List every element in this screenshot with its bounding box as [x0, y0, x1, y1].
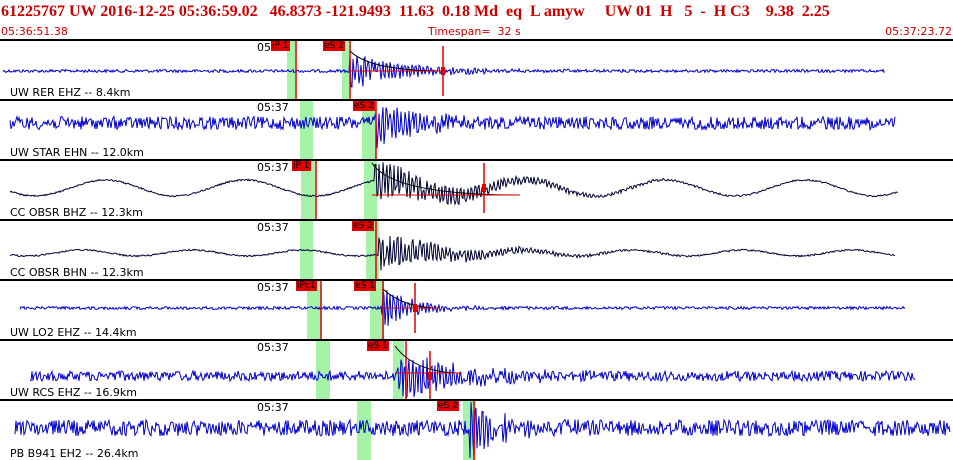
phase-window	[362, 101, 376, 159]
trace-line	[19, 289, 906, 326]
waveform-panel-rcs[interactable]: 05:37 UW RCS EHZ -- 16.9km eS 1	[0, 341, 953, 401]
seismogram	[29, 341, 916, 399]
seismogram	[9, 161, 899, 219]
phase-window	[300, 101, 313, 159]
phase-pick-flag[interactable]: iPc1	[296, 281, 317, 291]
header-divider	[0, 39, 953, 41]
trace-line	[9, 162, 899, 206]
waveform-panel-obsr-bhz[interactable]: 05:37 CC OBSR BHZ -- 12.3km iP 1	[0, 161, 953, 221]
event-summary: 61225767 UW 2016-12-25 05:36:59.02 46.83…	[1, 3, 830, 20]
channel-label: PB B941 EH2 -- 26.4km	[10, 447, 139, 460]
seismogram	[9, 221, 896, 279]
phase-window	[287, 41, 295, 99]
start-time: 05:36:51.38	[1, 25, 68, 38]
waveform-panel-obsr-bhn[interactable]: 05:37 CC OBSR BHN -- 12.3km eS 2	[0, 221, 953, 281]
time-tick-label: 05:37	[257, 341, 289, 354]
trace-line	[14, 401, 951, 459]
trace-line	[29, 357, 916, 399]
time-tick-label: 05:37	[257, 101, 289, 114]
channel-label: UW RER EHZ -- 8.4km	[10, 86, 131, 99]
phase-window	[364, 161, 377, 219]
waveform-panel-b941[interactable]: 05:37 PB B941 EH2 -- 26.4km eS 2	[0, 401, 953, 460]
channel-label: CC OBSR BHN -- 12.3km	[10, 266, 144, 279]
phase-pick-flag[interactable]: iP 1	[271, 41, 290, 51]
seismogram	[14, 401, 951, 460]
coda-end-marker-box	[482, 184, 486, 192]
time-tick-label: 05:37	[257, 401, 289, 414]
event-header: 61225767 UW 2016-12-25 05:36:59.02 46.83…	[0, 0, 953, 41]
end-time: 05:37:23.72	[885, 25, 952, 38]
phase-pick-flag[interactable]: eS 1	[354, 281, 376, 291]
waveform-panel-rer[interactable]: 05:37 UW RER EHZ -- 8.4km iP 1 eS 2	[0, 41, 953, 101]
phase-pick-flag[interactable]: iP 1	[292, 161, 311, 171]
waveform-panel-star[interactable]: 05:37 UW STAR EHN -- 12.0km eS 2	[0, 101, 953, 161]
phase-window	[307, 281, 321, 339]
phase-pick-flag[interactable]: eS 2	[323, 41, 345, 51]
time-tick-label: 05:37	[257, 161, 289, 174]
seismogram	[19, 281, 906, 339]
phase-pick-flag[interactable]: eS 1	[367, 341, 389, 351]
channel-label: UW RCS EHZ -- 16.9km	[10, 386, 137, 399]
trace-line	[9, 235, 896, 271]
channel-label: UW STAR EHN -- 12.0km	[10, 146, 144, 159]
timespan-label: Timespan= 32 s	[428, 25, 521, 38]
coda-end-marker-box	[413, 304, 417, 312]
phase-pick-flag[interactable]: eS 2	[353, 101, 375, 111]
time-tick-label: 05:37	[257, 281, 289, 294]
phase-window	[342, 41, 349, 99]
time-tick-label: 05:37	[257, 221, 289, 234]
waveform-panels: 05:37 UW RER EHZ -- 8.4km iP 1 eS 2 05:3…	[0, 41, 953, 460]
seismogram	[2, 41, 886, 99]
phase-window	[301, 161, 315, 219]
coda-end-marker-box	[441, 67, 445, 75]
phase-pick-flag[interactable]: eS 2	[352, 221, 374, 231]
coda-end-marker-box	[428, 372, 432, 380]
trace-line	[9, 107, 896, 149]
channel-label: UW LO2 EHZ -- 14.4km	[10, 326, 137, 339]
seismogram	[9, 101, 896, 159]
phase-pick-flag[interactable]: eS 2	[437, 401, 459, 411]
waveform-panel-lo2[interactable]: 05:37 UW LO2 EHZ -- 14.4km iPc1 eS 1	[0, 281, 953, 341]
phase-window	[370, 281, 384, 339]
channel-label: CC OBSR BHZ -- 12.3km	[10, 206, 143, 219]
phase-window	[316, 341, 330, 399]
